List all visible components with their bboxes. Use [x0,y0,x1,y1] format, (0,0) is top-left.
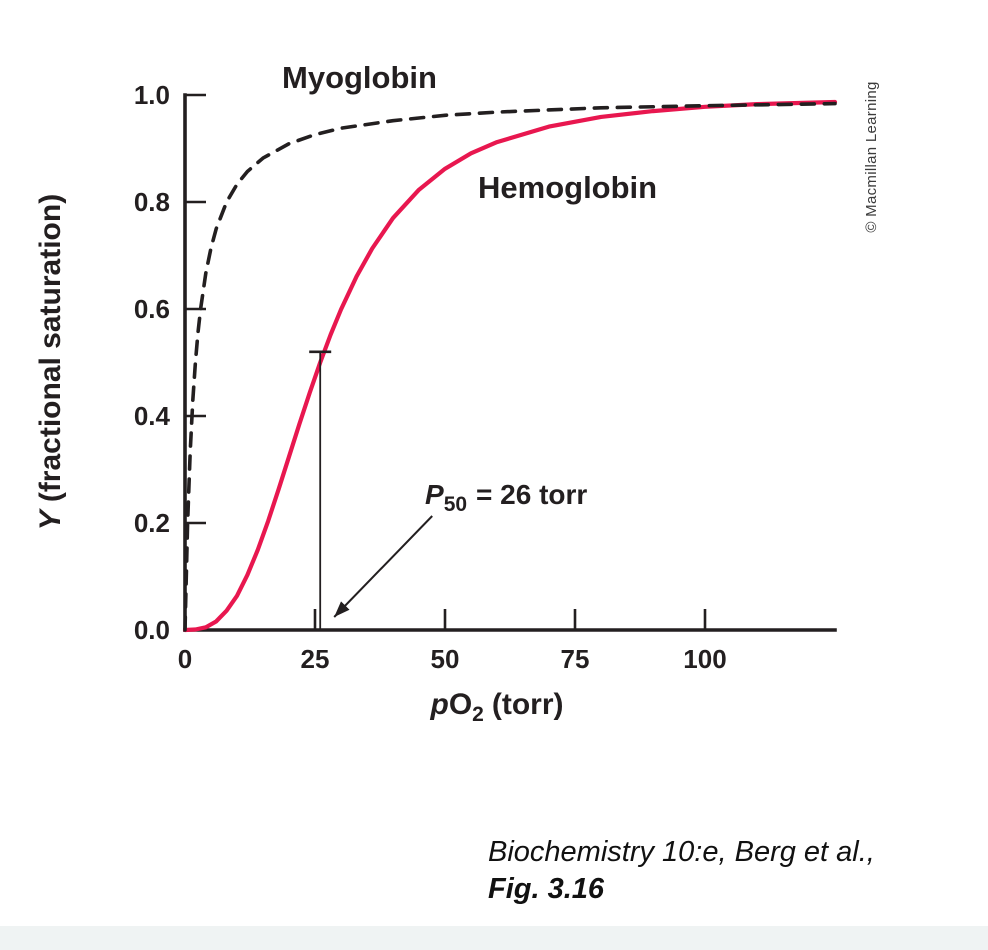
p50-label-symbol: P [425,479,444,510]
p50-label-subscript: 50 [444,493,467,516]
figure-caption: Biochemistry 10:e, Berg et al., Fig. 3.1… [488,834,875,908]
y-axis-label-text: (fractional saturation) [34,194,67,502]
p50-label-value: = 26 torr [476,479,587,510]
x-axis-label-o: O [449,688,472,721]
y-tick-label: 0.2 [134,508,170,538]
hemoglobin-label: Hemoglobin [478,170,657,205]
y-axis-ticks: 0.0 0.2 0.4 0.6 0.8 1.0 [134,80,206,645]
myoglobin-label: Myoglobin [282,60,437,95]
y-tick-label: 1.0 [134,80,170,110]
oxygen-binding-chart: 0 25 50 75 100 0.00.20.40.60.81.0 P50 = 26 to… [34,60,880,726]
axes [183,93,837,632]
footer-band [0,926,988,950]
y-tick-label: 0.0 [134,615,170,645]
figure-container: 0 25 50 75 100 0.0 0.2 0.4 0.6 0.8 1.0 P50 = 26 to… [0,60,988,950]
y-tick-label: 0.6 [134,294,170,324]
copyright-credit: © Macmillan Learning [863,81,880,232]
x-tick-label: 50 [431,644,460,674]
x-tick-label: 100 [683,644,726,674]
x-tick-label: 75 [561,644,590,674]
p50-annotation: P50 = 26 torr [309,350,587,629]
x-axis-label-units: (torr) [492,688,564,721]
p50-arrow [333,515,433,618]
x-axis-ticks: 0 25 50 75 100 [178,609,727,674]
x-axis-label-subscript: 2 [472,703,484,726]
caption-figure-number: Fig. 3.16 [488,873,605,905]
caption-source: Biochemistry 10:e, Berg et al., [488,836,875,868]
x-tick-label: 0 [178,644,192,674]
y-axis-label-symbol: Y [34,507,67,530]
x-tick-label: 25 [301,644,330,674]
y-axis-label: Y (fractional saturation) [34,194,67,530]
hemoglobin-curve [182,99,838,633]
y-tick-label: 0.8 [134,187,170,217]
x-axis-label: pO2 (torr) [429,688,563,726]
curves [182,99,838,633]
p50-label: P50 = 26 torr [425,479,587,516]
myoglobin-curve [183,101,837,632]
x-axis-label-p: p [429,688,448,721]
y-tick-label: 0.4 [134,401,171,431]
